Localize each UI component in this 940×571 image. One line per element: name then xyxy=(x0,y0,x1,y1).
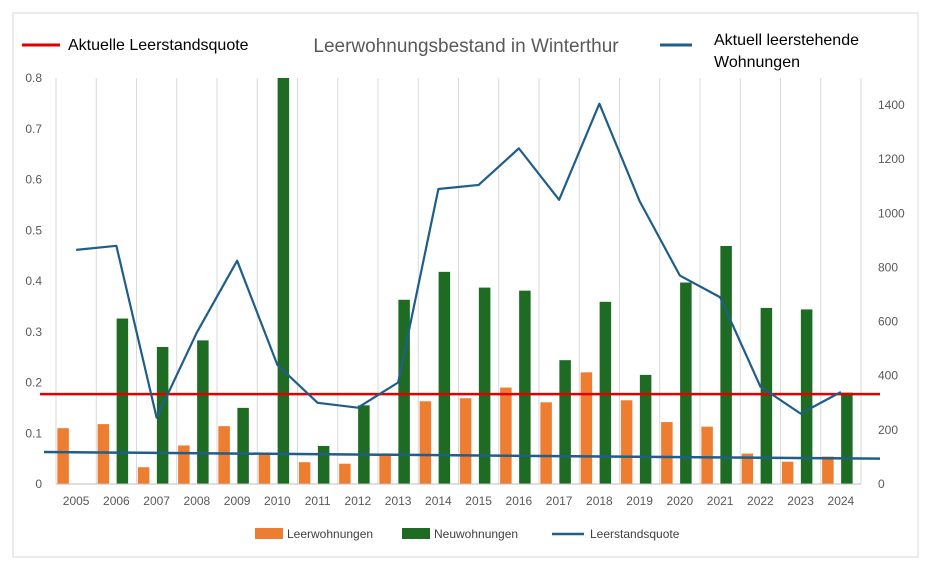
legend-label-red-line: Aktuelle Leerstandsquote xyxy=(68,37,249,54)
bar-neuwohnungen xyxy=(519,290,531,484)
reference-line-aktuell-leerstehende-wohnungen xyxy=(43,450,881,460)
y-right-tick-label: 200 xyxy=(878,423,898,437)
x-tick-label: 2020 xyxy=(667,494,694,508)
y-left-tick-label: 0.6 xyxy=(25,173,42,187)
bar-leerwohnungen xyxy=(137,467,150,484)
bar-neuwohnungen xyxy=(358,405,370,484)
bar-leerwohnungen xyxy=(781,461,794,484)
bar-leerwohnungen xyxy=(419,401,432,484)
bars xyxy=(57,78,853,484)
bar-leerwohnungen xyxy=(661,422,673,484)
bar-leerwohnungen xyxy=(540,402,552,484)
axes: 0 0.1 0.2 0.3 0.4 0.5 0.6 0.7 0.8 0 200 400 600 800 10… xyxy=(25,71,905,508)
bar-leerwohnungen xyxy=(57,428,69,484)
y-right-tick-label: 800 xyxy=(878,260,898,274)
x-tick-label: 2014 xyxy=(425,494,452,508)
x-tick-label: 2009 xyxy=(224,494,251,508)
legend-swatch-leerwohnungen xyxy=(255,528,283,539)
bar-neuwohnungen xyxy=(599,301,612,484)
x-tick-label: 2011 xyxy=(305,494,331,508)
y-left-tick-label: 0.3 xyxy=(25,325,42,339)
chart-title: Leerwohnungsbestand in Winterthur xyxy=(313,36,619,57)
bar-neuwohnungen xyxy=(760,307,773,484)
bar-neuwohnungen xyxy=(478,287,491,484)
line-leerstandsquote xyxy=(76,102,842,419)
legend-swatch-neuwohnungen xyxy=(402,528,430,539)
bar-leerwohnungen xyxy=(298,462,311,484)
bar-neuwohnungen xyxy=(720,245,732,484)
bar-leerwohnungen xyxy=(741,453,754,484)
bar-neuwohnungen xyxy=(438,271,451,484)
y-left-tick-label: 0 xyxy=(35,477,42,491)
bar-leerwohnungen xyxy=(218,426,230,484)
legend-label-neuwohnungen: Neuwohnungen xyxy=(434,527,518,541)
y-right-tick-label: 1400 xyxy=(878,98,905,112)
gridlines xyxy=(55,78,862,484)
x-tick-label: 2023 xyxy=(787,494,814,508)
bar-neuwohnungen xyxy=(197,340,209,484)
x-tick-label: 2016 xyxy=(506,494,533,508)
bar-neuwohnungen xyxy=(639,374,652,484)
bar-neuwohnungen xyxy=(277,78,290,484)
bar-neuwohnungen xyxy=(116,318,129,484)
x-tick-label: 2005 xyxy=(63,494,90,508)
bar-neuwohnungen xyxy=(800,309,813,484)
y-right-tick-label: 400 xyxy=(878,369,898,383)
y-left-tick-label: 0.4 xyxy=(25,274,42,288)
x-tick-label: 2012 xyxy=(345,494,372,508)
bar-leerwohnungen xyxy=(701,426,713,484)
bar-leerwohnungen xyxy=(258,452,271,484)
y-left-tick-label: 0.8 xyxy=(25,71,42,85)
bar-leerwohnungen xyxy=(822,456,834,484)
legend-label-leerwohnungen: Leerwohnungen xyxy=(287,527,373,541)
y-left-tick-label: 0.1 xyxy=(25,426,42,440)
x-tick-label: 2007 xyxy=(143,494,170,508)
bar-neuwohnungen xyxy=(237,407,249,484)
x-tick-label: 2015 xyxy=(465,494,492,508)
bar-leerwohnungen xyxy=(379,455,391,484)
x-tick-label: 2021 xyxy=(707,494,734,508)
y-left-tick-label: 0.2 xyxy=(25,376,42,390)
x-tick-label: 2008 xyxy=(184,494,211,508)
bar-neuwohnungen xyxy=(317,445,330,484)
bottom-legend: Leerwohnungen Neuwohnungen Leerstandsquo… xyxy=(255,527,680,541)
bar-neuwohnungen xyxy=(841,392,853,484)
x-tick-label: 2010 xyxy=(264,494,291,508)
legend-label-blue-line-1: Aktuell leerstehende xyxy=(714,32,859,49)
y-right-tick-label: 0 xyxy=(878,477,885,491)
bar-leerwohnungen xyxy=(620,400,633,484)
bar-leerwohnungen xyxy=(500,387,512,484)
bar-leerwohnungen xyxy=(97,424,110,484)
x-tick-label: 2022 xyxy=(747,494,774,508)
bar-leerwohnungen xyxy=(339,463,351,484)
legend-label-leerstandsquote: Leerstandsquote xyxy=(590,527,680,541)
y-right-tick-label: 600 xyxy=(878,315,898,329)
y-right-tick-label: 1000 xyxy=(878,206,905,220)
x-tick-label: 2019 xyxy=(626,494,653,508)
bar-neuwohnungen xyxy=(398,299,410,484)
reference-lines xyxy=(40,392,881,460)
top-legend-red: Aktuelle Leerstandsquote xyxy=(22,37,249,54)
bar-leerwohnungen xyxy=(580,372,593,484)
x-tick-label: 2018 xyxy=(586,494,613,508)
x-tick-label: 2017 xyxy=(546,494,573,508)
bar-neuwohnungen xyxy=(156,346,169,484)
x-tick-label: 2006 xyxy=(103,494,130,508)
bar-neuwohnungen xyxy=(680,282,692,484)
line-series xyxy=(76,102,842,419)
legend-label-blue-line-2: Wohnungen xyxy=(714,54,800,71)
x-tick-label: 2024 xyxy=(828,494,855,508)
y-left-tick-label: 0.5 xyxy=(25,223,42,237)
top-legend-blue: Aktuell leerstehende Wohnungen xyxy=(660,32,859,71)
bar-leerwohnungen xyxy=(459,398,472,484)
y-right-tick-label: 1200 xyxy=(878,152,905,166)
bar-leerwohnungen xyxy=(178,445,190,484)
x-tick-label: 2013 xyxy=(385,494,412,508)
y-left-tick-label: 0.7 xyxy=(25,122,42,136)
bar-neuwohnungen xyxy=(559,360,571,484)
